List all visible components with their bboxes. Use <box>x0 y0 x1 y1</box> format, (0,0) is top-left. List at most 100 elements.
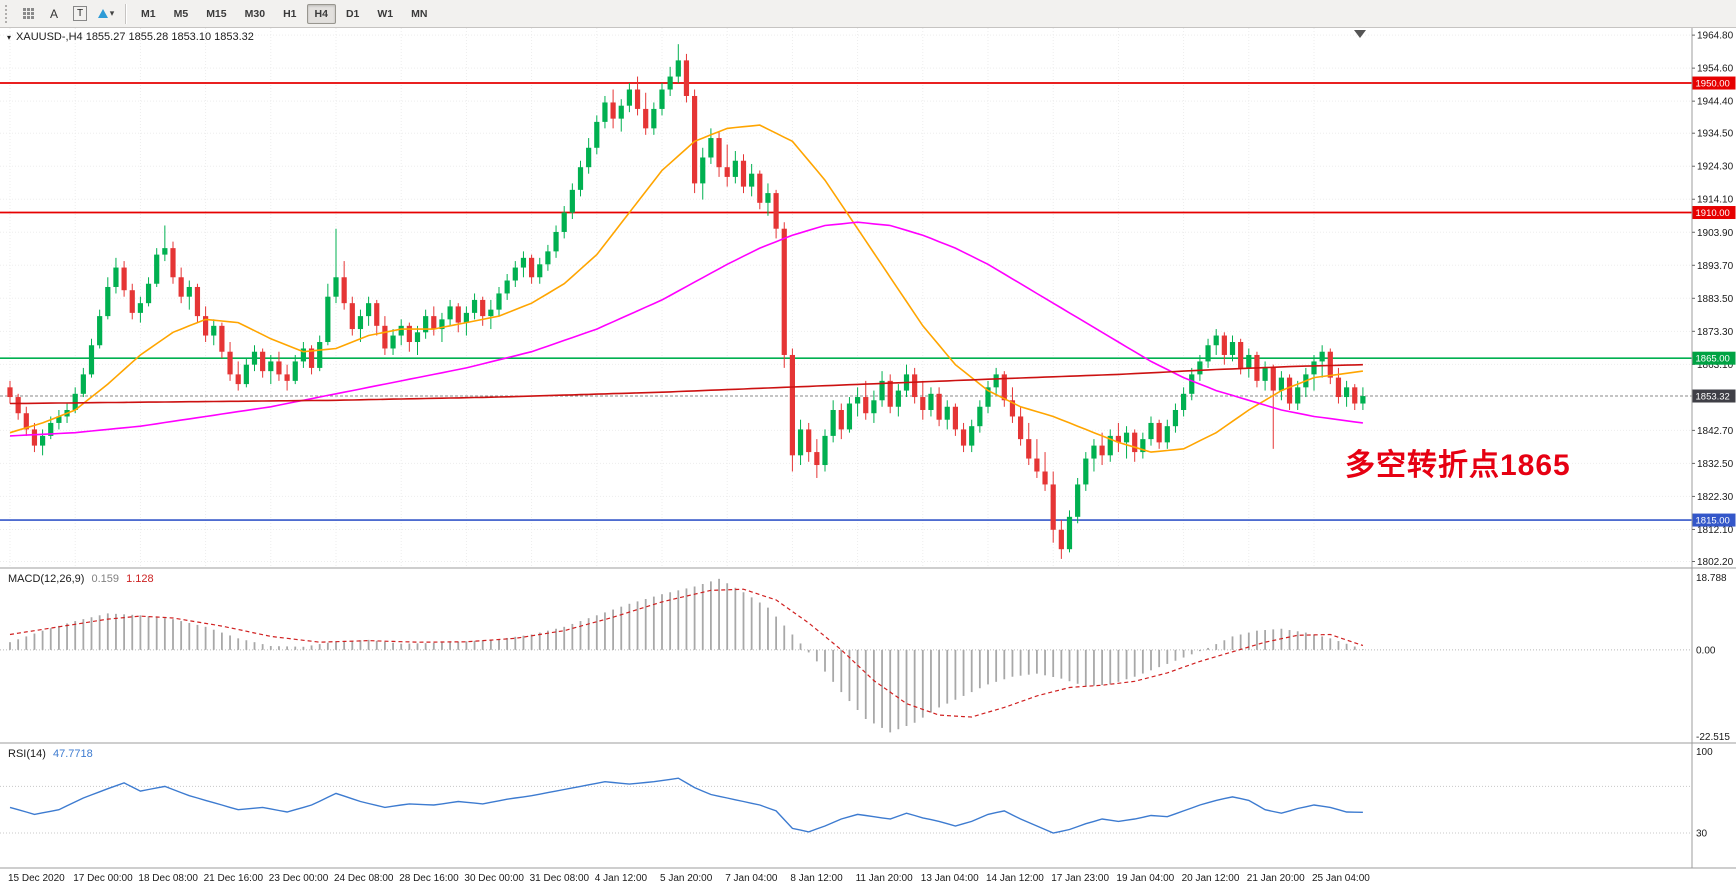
text-tool-label: T <box>72 6 88 21</box>
candles <box>7 44 1366 559</box>
time-axis-label: 11 Jan 20:00 <box>856 873 914 884</box>
ma-line-fast-orange <box>9 124 1364 453</box>
macd-indicator-label: MACD(12,26,9) 0.159 1.128 <box>8 573 158 585</box>
price-axis-label: 1893.70 <box>1697 261 1734 272</box>
time-axis-label: 8 Jan 12:00 <box>790 873 843 884</box>
price-axis-label: 1903.90 <box>1697 228 1734 239</box>
chart-text-annotation[interactable]: 多空转折点1865 <box>1345 449 1571 482</box>
arrow-tool-label: A <box>49 6 58 21</box>
timeframe-button-m15[interactable]: M15 <box>206 7 227 20</box>
time-axis-label: 24 Dec 08:00 <box>334 873 394 884</box>
price-axis-label: 1954.60 <box>1697 64 1734 75</box>
time-axis-label: 21 Jan 20:00 <box>1247 873 1305 884</box>
price-axis-label: 1832.50 <box>1697 459 1734 470</box>
price-tag-1950.00: 1950.00 <box>1692 76 1736 90</box>
time-axis-label: 31 Dec 08:00 <box>530 873 590 884</box>
time-axis-label: 25 Jan 04:00 <box>1312 873 1370 884</box>
timeframe-button-h1[interactable]: H1 <box>283 7 297 20</box>
timeframe-button-mn[interactable]: MN <box>411 7 428 20</box>
ma-line-slow-red <box>9 363 1363 405</box>
macd-panel <box>0 578 1692 733</box>
price-axis-label: 1842.70 <box>1697 426 1734 437</box>
price-tag-1865.00: 1865.00 <box>1692 351 1736 365</box>
toolbar: A T ▾ M1 M5 M15 M30 H1 H4 D1 W1 MN <box>0 0 1736 28</box>
grid-icon <box>22 8 34 19</box>
svg-text:1853.32: 1853.32 <box>1696 392 1730 403</box>
time-axis-label: 18 Dec 08:00 <box>138 873 198 884</box>
timeframe-button-m30[interactable]: M30 <box>244 7 266 20</box>
time-axis[interactable]: 15 Dec 2020 17 Dec 00:00 18 Dec 08:00 21 De… <box>8 873 1370 884</box>
time-axis-label: 5 Jan 20:00 <box>660 873 713 884</box>
rsi-panel <box>0 777 1692 834</box>
macd-signal-value: 1.128 <box>126 573 154 585</box>
svg-text:1910.00: 1910.00 <box>1696 208 1730 219</box>
time-axis-label: 20 Jan 12:00 <box>1182 873 1240 884</box>
toolbar-gripper[interactable] <box>5 4 10 23</box>
chart-grid-tool-button[interactable] <box>16 3 40 25</box>
price-axis-label: 1924.30 <box>1697 162 1734 173</box>
timeframe-buttons: M1 M5 M15 M30 H1 H4 D1 W1 MN <box>132 3 436 24</box>
time-axis-label: 7 Jan 04:00 <box>725 873 778 884</box>
macd-scale-label: 0.00 <box>1696 645 1716 656</box>
rsi-name: RSI(14) <box>8 748 46 760</box>
time-axis-label: 14 Jan 12:00 <box>986 873 1044 884</box>
price-axis-label: 1934.50 <box>1697 129 1734 140</box>
time-axis-label: 30 Dec 00:00 <box>464 873 524 884</box>
macd-main-value: 0.159 <box>91 573 120 585</box>
shapes-tool-button[interactable]: ▾ <box>94 3 118 25</box>
timeframe-button-h4[interactable]: H4 <box>306 3 336 24</box>
price-axis-label: 1883.50 <box>1697 294 1734 305</box>
time-axis-label: 17 Jan 23:00 <box>1051 873 1109 884</box>
time-axis-label: 15 Dec 2020 <box>8 873 65 884</box>
price-axis-label: 1812.10 <box>1697 525 1734 536</box>
arrow-label-tool-button[interactable]: A <box>42 3 66 25</box>
price-axis-label: 1863.10 <box>1697 360 1734 371</box>
price-tag-1853.32: 1853.32 <box>1692 389 1736 403</box>
time-axis-label: 4 Jan 12:00 <box>595 873 648 884</box>
price-axis-label: 1822.30 <box>1697 492 1734 503</box>
timeframe-button-m1[interactable]: M1 <box>141 7 156 20</box>
ma-line-mid-magenta <box>9 221 1363 437</box>
chart-shift-marker-icon[interactable] <box>1354 30 1366 38</box>
rsi-line <box>9 777 1363 834</box>
macd-name: MACD(12,26,9) <box>8 573 85 585</box>
time-axis-label: 13 Jan 04:00 <box>921 873 979 884</box>
timeframe-button-w1[interactable]: W1 <box>377 7 394 20</box>
text-tool-button[interactable]: T <box>68 3 92 25</box>
caret-down-icon: ▾ <box>109 8 115 18</box>
rsi-scale-label: 100 <box>1696 747 1713 758</box>
rsi-indicator-label: RSI(14) 47.7718 <box>8 748 97 760</box>
svg-text:1815.00: 1815.00 <box>1696 516 1730 527</box>
price-axis-label: 1873.30 <box>1697 327 1734 338</box>
price-axis-label: 1914.10 <box>1697 195 1734 206</box>
rsi-value: 47.7718 <box>52 748 93 760</box>
rsi-scale-label: 30 <box>1696 829 1708 840</box>
one-click-trading-arrow-icon[interactable]: ▾ <box>7 32 12 42</box>
time-axis-label: 21 Dec 16:00 <box>204 873 264 884</box>
price-axis-label: 1944.40 <box>1697 97 1734 108</box>
time-axis-label: 17 Dec 00:00 <box>73 873 133 884</box>
price-tag-1815.00: 1815.00 <box>1692 513 1736 527</box>
symbol-ohlc-label: ▾ XAUUSD-,H4 1855.27 1855.28 1853.10 185… <box>7 31 254 43</box>
svg-text:1950.00: 1950.00 <box>1696 79 1730 90</box>
macd-scale-label: -22.515 <box>1696 732 1730 743</box>
symbol-ohlc-text: XAUUSD-,H4 1855.27 1855.28 1853.10 1853.… <box>16 31 254 43</box>
timeframe-button-d1[interactable]: D1 <box>345 7 360 20</box>
macd-scale-label: 18.788 <box>1696 573 1727 584</box>
svg-text:1865.00: 1865.00 <box>1696 354 1730 365</box>
toolbar-separator <box>125 3 126 24</box>
shapes-icon <box>97 9 108 18</box>
price-axis-label: 1802.20 <box>1697 557 1734 568</box>
timeframe-button-m5[interactable]: M5 <box>173 7 189 20</box>
price-axis[interactable]: 1964.80 1954.60 1944.40 1934.50 1924.30 1914.… <box>1692 31 1736 840</box>
grid <box>0 28 1692 567</box>
macd-signal-line <box>9 588 1364 718</box>
time-axis-label: 23 Dec 00:00 <box>269 873 329 884</box>
price-axis-label: 1964.80 <box>1697 31 1734 42</box>
time-axis-label: 28 Dec 16:00 <box>399 873 459 884</box>
price-tag-1910.00: 1910.00 <box>1692 206 1736 220</box>
time-axis-label: 19 Jan 04:00 <box>1116 873 1174 884</box>
